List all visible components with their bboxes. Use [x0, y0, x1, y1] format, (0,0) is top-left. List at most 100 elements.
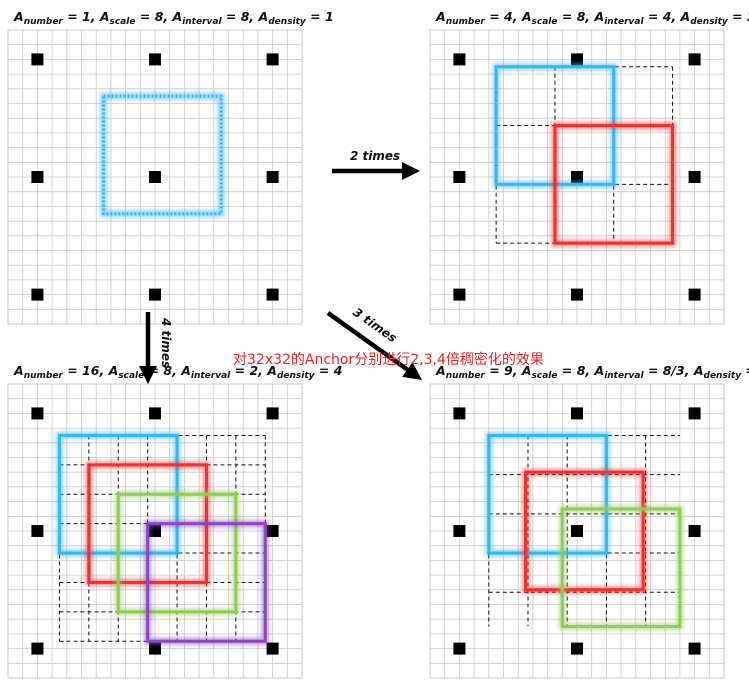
anchor-box-outline — [102, 94, 223, 216]
arrow-label-3-times: 3 times — [350, 305, 399, 345]
anchor-point — [571, 525, 583, 537]
anchor-point — [453, 407, 466, 420]
label-value: = 4, — [644, 9, 681, 24]
panel-density-3 — [429, 383, 725, 679]
label-subscript: number — [446, 17, 486, 27]
anchor-point — [453, 288, 466, 301]
label-value: = 2, — [230, 363, 267, 378]
anchor-point — [453, 642, 466, 655]
anchor-point — [149, 407, 161, 420]
label-subscript: number — [446, 371, 486, 381]
anchor-point — [149, 642, 161, 655]
anchor-box-outline — [146, 522, 267, 643]
anchor-point — [266, 171, 279, 183]
label-symbol: A — [435, 9, 446, 24]
label-subscript: scale — [118, 371, 144, 381]
anchor-point — [31, 525, 44, 537]
anchor-point — [31, 288, 44, 301]
anchor-point — [571, 171, 583, 183]
anchor-box-outline — [487, 433, 608, 555]
anchor-point — [266, 288, 279, 301]
anchor-points — [453, 407, 701, 655]
label-symbol: A — [594, 9, 605, 24]
anchor-point — [266, 525, 279, 537]
anchor-box-outline — [116, 492, 238, 614]
label-subscript: density — [704, 371, 743, 381]
purple-anchor-box — [144, 520, 269, 645]
label-value: = 16, — [63, 363, 109, 378]
anchor-points — [453, 53, 701, 301]
label-symbol: A — [258, 9, 269, 24]
label-symbol: A — [521, 9, 532, 24]
label-subscript: number — [24, 17, 64, 27]
label-value: = 2 — [728, 9, 749, 24]
anchor-point — [688, 171, 701, 183]
label-value: = 1 — [306, 9, 334, 24]
anchor-point — [31, 407, 44, 420]
anchor-box-outline — [553, 124, 675, 245]
anchor-point — [31, 642, 44, 655]
anchor-point — [266, 407, 279, 420]
red-anchor-box — [551, 122, 677, 247]
label-symbol: A — [680, 9, 691, 24]
label-subscript: interval — [191, 371, 231, 381]
label-symbol: A — [172, 9, 183, 24]
anchor-point — [31, 53, 44, 66]
label-symbol: A — [594, 363, 605, 378]
label-symbol: A — [108, 363, 119, 378]
label-subscript: scale — [532, 371, 558, 381]
label-subscript: scale — [110, 17, 136, 27]
label-value: = 9, — [485, 363, 522, 378]
arrow-shaft — [326, 311, 409, 372]
anchor-box-outline — [560, 507, 682, 629]
label-value: = 8, — [136, 9, 173, 24]
arrow-label-4-times: 4 times — [159, 317, 173, 368]
label-subscript: interval — [604, 371, 644, 381]
label-subscript: number — [24, 371, 64, 381]
green-anchor-box — [558, 505, 684, 631]
arrow-3-times — [326, 311, 422, 380]
anchor-points — [31, 407, 279, 655]
panel-label-density-1: Anumber = 1, Ascale = 8, Ainterval = 8, … — [13, 9, 334, 27]
panel-density-4 — [7, 383, 303, 679]
label-symbol: A — [180, 363, 191, 378]
anchor-point — [571, 53, 583, 66]
anchor-point — [31, 171, 44, 183]
anchor-point — [149, 525, 161, 537]
arrow-head — [402, 362, 422, 380]
anchor-box-outline — [524, 470, 645, 592]
anchor-point — [453, 525, 466, 537]
anchor-point — [453, 53, 466, 66]
anchor-point — [571, 407, 583, 420]
red-anchor-box — [522, 468, 647, 594]
anchor-points — [31, 53, 279, 301]
arrow-4-times — [139, 312, 157, 384]
label-subscript: density — [277, 371, 316, 381]
blue-anchor-box — [485, 431, 610, 557]
label-subscript: density — [268, 17, 307, 27]
blue-anchor-box — [100, 92, 225, 218]
label-value: = 3 — [741, 363, 749, 378]
anchor-point — [688, 642, 701, 655]
label-value: = 8/3, — [644, 363, 694, 378]
anchor-point — [688, 525, 701, 537]
anchor-point — [266, 53, 279, 66]
label-symbol: A — [435, 363, 446, 378]
panel-label-density-4: Anumber = 16, Ascale = 8, Ainterval = 2,… — [13, 363, 342, 381]
panel-density-1 — [7, 29, 303, 325]
panel-density-2 — [429, 29, 725, 325]
anchor-point — [688, 53, 701, 66]
label-symbol: A — [521, 363, 532, 378]
arrow-2-times — [332, 162, 420, 180]
label-value: = 1, — [63, 9, 100, 24]
green-anchor-box — [114, 490, 240, 616]
anchor-point — [688, 407, 701, 420]
label-symbol: A — [13, 363, 24, 378]
label-symbol: A — [13, 9, 24, 24]
label-value: = 4, — [485, 9, 522, 24]
label-symbol: A — [693, 363, 704, 378]
panel-label-density-2: Anumber = 4, Ascale = 8, Ainterval = 4, … — [435, 9, 749, 27]
arrow-head — [139, 366, 157, 384]
anchor-point — [688, 288, 701, 301]
